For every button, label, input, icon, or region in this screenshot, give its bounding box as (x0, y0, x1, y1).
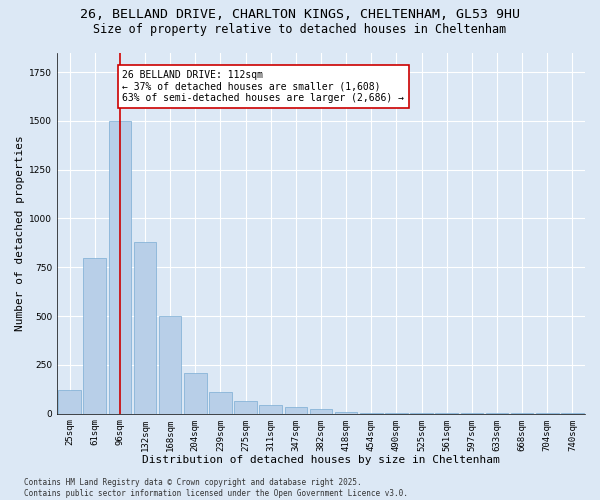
Bar (436, 413, 458, 414)
Bar (83, 258, 106, 414)
Bar (310, 409, 332, 414)
Bar (159, 316, 181, 414)
Bar (335, 412, 358, 414)
Bar (209, 392, 232, 413)
Bar (184, 372, 206, 414)
X-axis label: Distribution of detached houses by size in Cheltenham: Distribution of detached houses by size … (142, 455, 500, 465)
Bar (134, 242, 157, 414)
Text: Size of property relative to detached houses in Cheltenham: Size of property relative to detached ho… (94, 22, 506, 36)
Bar (284, 407, 307, 414)
Bar (385, 412, 408, 414)
Text: 26, BELLAND DRIVE, CHARLTON KINGS, CHELTENHAM, GL53 9HU: 26, BELLAND DRIVE, CHARLTON KINGS, CHELT… (80, 8, 520, 20)
Bar (410, 413, 433, 414)
Text: 26 BELLAND DRIVE: 112sqm
← 37% of detached houses are smaller (1,608)
63% of sem: 26 BELLAND DRIVE: 112sqm ← 37% of detach… (122, 70, 404, 103)
Bar (58, 390, 81, 413)
Text: Contains HM Land Registry data © Crown copyright and database right 2025.
Contai: Contains HM Land Registry data © Crown c… (24, 478, 408, 498)
Bar (360, 412, 383, 414)
Y-axis label: Number of detached properties: Number of detached properties (15, 135, 25, 331)
Bar (109, 121, 131, 414)
Bar (259, 405, 282, 413)
Bar (234, 401, 257, 413)
